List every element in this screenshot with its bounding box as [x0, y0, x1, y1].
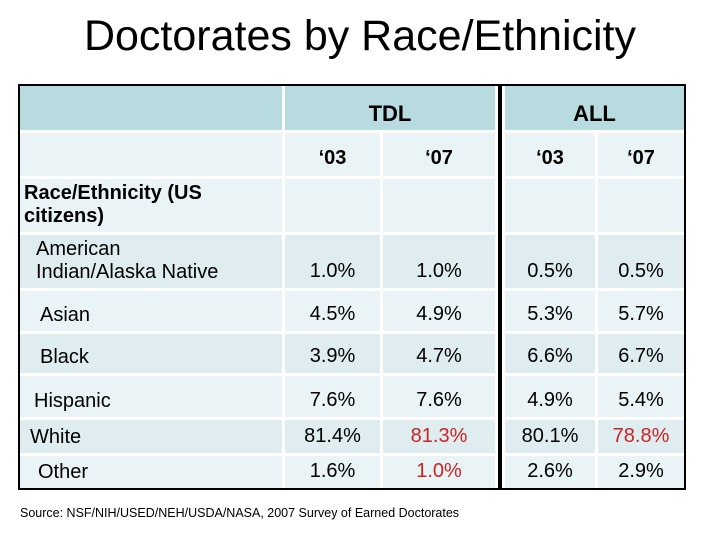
value-cell: 5.4% [598, 376, 684, 417]
value-cell: 7.6% [383, 376, 495, 417]
value-cell [505, 179, 595, 232]
value-cell: 4.5% [285, 291, 380, 331]
value-cell: 1.6% [285, 456, 380, 488]
value-cell: 1.0% [383, 235, 495, 288]
row-label-american-indian: American Indian/Alaska Native [20, 235, 282, 288]
year-header-all-03: ‘03 [505, 133, 595, 176]
value-cell: 4.7% [383, 334, 495, 373]
value-cell: 0.5% [505, 235, 595, 288]
value-cell [598, 179, 684, 232]
value-cell: 0.5% [598, 235, 684, 288]
value-cell: 3.9% [285, 334, 380, 373]
row-label-asian: Asian [20, 291, 282, 331]
value-cell: 4.9% [505, 376, 595, 417]
value-cell: 81.4% [285, 420, 380, 453]
tdl-all-divider [498, 86, 502, 488]
value-cell: 78.8% [598, 420, 684, 453]
row-label-white: White [20, 420, 282, 453]
value-cell [285, 179, 380, 232]
value-cell: 6.7% [598, 334, 684, 373]
column-group-tdl: TDL [285, 86, 495, 130]
year-header-label-cell [20, 133, 282, 176]
row-label-race-ethnicity: Race/Ethnicity (US citizens) [20, 179, 282, 232]
source-note: Source: NSF/NIH/USED/NEH/USDA/NASA, 2007… [20, 506, 460, 520]
doctorates-table: TDL ALL ‘03 ‘07 ‘03 ‘07 Race/Ethnicity (… [18, 84, 686, 490]
value-cell: 1.0% [383, 456, 495, 488]
year-header-tdl-03: ‘03 [285, 133, 380, 176]
value-cell: 1.0% [285, 235, 380, 288]
value-cell: 4.9% [383, 291, 495, 331]
value-cell: 6.6% [505, 334, 595, 373]
value-cell: 81.3% [383, 420, 495, 453]
value-cell: 2.6% [505, 456, 595, 488]
year-header-tdl-07: ‘07 [383, 133, 495, 176]
row-label-hispanic: Hispanic [20, 376, 282, 417]
value-cell: 2.9% [598, 456, 684, 488]
page-title: Doctorates by Race/Ethnicity [83, 12, 637, 60]
row-label-black: Black [20, 334, 282, 373]
table-corner-cell [20, 86, 282, 130]
value-cell: 5.7% [598, 291, 684, 331]
column-group-all: ALL [505, 86, 684, 130]
year-header-all-07: ‘07 [598, 133, 684, 176]
row-label-other: Other [20, 456, 282, 488]
value-cell [383, 179, 495, 232]
value-cell: 5.3% [505, 291, 595, 331]
value-cell: 80.1% [505, 420, 595, 453]
value-cell: 7.6% [285, 376, 380, 417]
